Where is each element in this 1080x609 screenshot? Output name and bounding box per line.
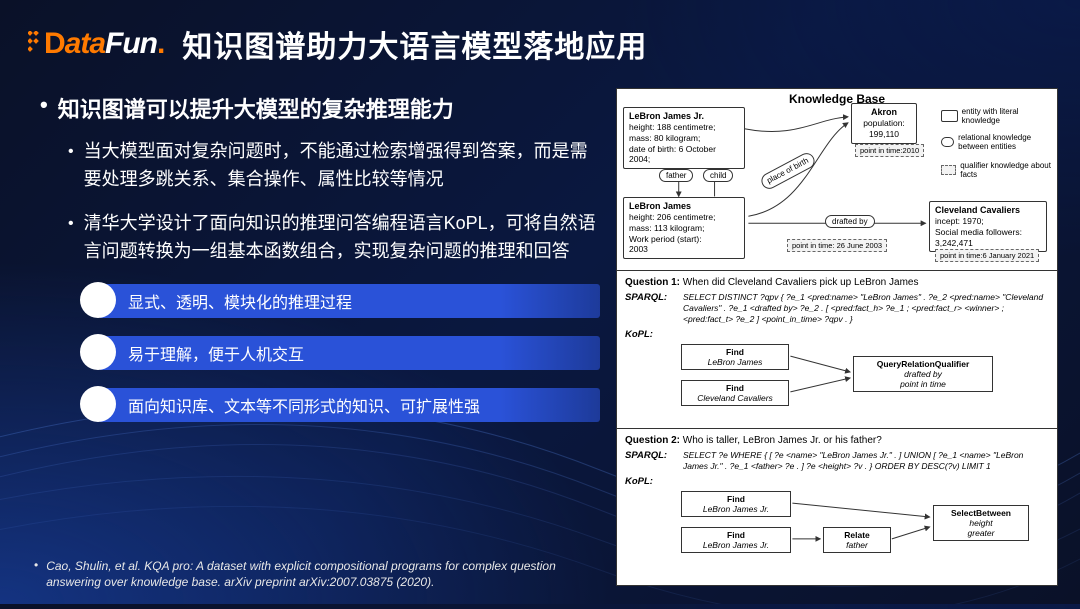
kopl-selectbetween: SelectBetweenheightgreater — [933, 505, 1029, 541]
pill-label: 显式、透明、模块化的推理过程 — [100, 284, 600, 318]
bullet-item: 清华大学设计了面向知识的推理问答编程语言KoPL，可将自然语言问题转换为一组基本… — [68, 210, 600, 266]
slide-title: 知识图谱助力大语言模型落地应用 — [182, 22, 647, 66]
node-cavs: Cleveland Cavaliers incept: 1970; Social… — [929, 201, 1047, 252]
qual-cavs: point in time:6 January 2021 — [935, 249, 1039, 262]
sparql-label: SPARQL: — [625, 292, 677, 325]
legend-relation: relational knowledge between entities — [941, 133, 1051, 151]
logo-ata: ata — [65, 27, 105, 61]
heading-text: 知识图谱可以提升大模型的复杂推理能力 — [58, 92, 454, 124]
bullet-list: 当大模型面对复杂问题时，不能通过检索增强得到答案，而是需要处理多跳关系、集合操作… — [68, 138, 600, 266]
citation: Cao, Shulin, et al. KQA pro: A dataset w… — [34, 558, 606, 590]
pill-item: 显式、透明、模块化的推理过程 — [100, 284, 600, 318]
logo-dot: . — [157, 27, 164, 61]
node-lbj: LeBron James height: 206 centimetre; mas… — [623, 197, 745, 259]
kopl-query-qualifier: QueryRelationQualifierdrafted bypoint in… — [853, 356, 993, 392]
q1-title: Question 1: When did Cleveland Cavaliers… — [625, 277, 1049, 288]
bullet-item: 当大模型面对复杂问题时，不能通过检索增强得到答案，而是需要处理多跳关系、集合操作… — [68, 138, 600, 194]
edge-drafted: drafted by — [825, 215, 875, 228]
edge-father: father — [659, 169, 693, 182]
kopl-find-cavs: FindCleveland Cavaliers — [681, 380, 789, 406]
node-lbj-jr: LeBron James Jr. height: 188 centimetre;… — [623, 107, 745, 169]
kopl-find-lbjjr-1: FindLeBron James Jr. — [681, 491, 791, 517]
content-left: 知识图谱可以提升大模型的复杂推理能力 当大模型面对复杂问题时，不能通过检索增强得… — [40, 92, 600, 440]
pill-item: 易于理解，便于人机交互 — [100, 336, 600, 370]
qual-akron: point in time:2010 — [855, 144, 924, 157]
kopl-label: KoPL: — [625, 476, 677, 487]
kopl-label: KoPL: — [625, 329, 677, 340]
legend-qualifier: qualifier knowledge about facts — [941, 161, 1051, 179]
qual-draft: point in time: 26 June 2003 — [787, 239, 887, 252]
header: DataFun. 知识图谱助力大语言模型落地应用 — [28, 22, 1052, 66]
kb-panel: Knowledge Base LeBron James Jr. height: … — [617, 89, 1057, 271]
kopl-find-lbjjr-2: FindLeBron James Jr. — [681, 527, 791, 553]
pill-circle-icon — [80, 386, 116, 422]
question1-panel: Question 1: When did Cleveland Cavaliers… — [617, 271, 1057, 429]
citation-text: Cao, Shulin, et al. KQA pro: A dataset w… — [46, 558, 606, 590]
sparql-label: SPARQL: — [625, 450, 677, 472]
pill-label: 面向知识库、文本等不同形式的知识、可扩展性强 — [100, 388, 600, 422]
pill-label: 易于理解，便于人机交互 — [100, 336, 600, 370]
edge-child: child — [703, 169, 733, 182]
q1-kopl-diagram: FindLeBron James FindCleveland Cavaliers… — [681, 342, 1049, 408]
knowledge-base-figure: Knowledge Base LeBron James Jr. height: … — [616, 88, 1058, 586]
kopl-find-lbj: FindLeBron James — [681, 344, 789, 370]
q1-sparql: SELECT DISTINCT ?qpv { ?e_1 <pred:name> … — [683, 292, 1049, 325]
pill-circle-icon — [80, 334, 116, 370]
q2-title: Question 2: Who is taller, LeBron James … — [625, 435, 1049, 446]
legend-entity: entity with literal knowledge — [941, 107, 1051, 125]
logo-fun: Fun — [105, 27, 157, 61]
logo-dots-icon — [28, 27, 42, 61]
pill-circle-icon — [80, 282, 116, 318]
section-heading: 知识图谱可以提升大模型的复杂推理能力 — [40, 92, 600, 124]
q2-kopl-diagram: FindLeBron James Jr. FindLeBron James Jr… — [681, 489, 1049, 555]
q2-sparql: SELECT ?e WHERE { [ ?e <name> "LeBron Ja… — [683, 450, 1049, 472]
datafun-logo: DataFun. — [28, 27, 164, 61]
pill-item: 面向知识库、文本等不同形式的知识、可扩展性强 — [100, 388, 600, 422]
question2-panel: Question 2: Who is taller, LeBron James … — [617, 429, 1057, 585]
node-akron: Akron population: 199,110 — [851, 103, 917, 144]
feature-pills: 显式、透明、模块化的推理过程 易于理解，便于人机交互 面向知识库、文本等不同形式… — [100, 284, 600, 422]
logo-letter-d: D — [44, 27, 65, 61]
kopl-relate: Relatefather — [823, 527, 891, 553]
